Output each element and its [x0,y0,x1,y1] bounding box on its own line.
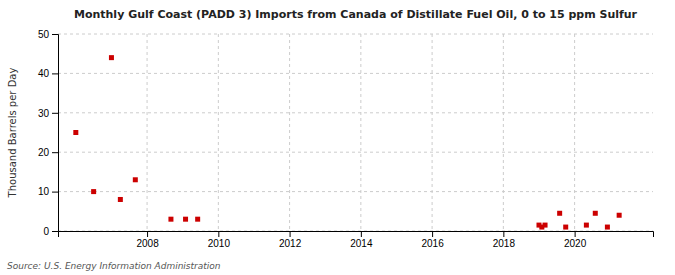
y-tick: 20 [38,147,58,158]
x-tick-mark [147,231,148,237]
x-tick: 2008 [136,231,159,249]
chart-svg: 2008 2010 2012 2014 2016 2018 2020 0 10 20 30 40 50 M… [0,0,675,275]
x-axis-line [59,232,654,238]
grid-line-y [58,34,653,35]
grid-line-x [360,34,361,231]
point [73,130,78,135]
y-tick-mark [52,192,58,193]
point [183,217,188,222]
plot-area: 2008 2010 2012 2014 2016 2018 2020 0 10 20 30 40 50 [38,29,654,249]
x-tick: 2010 [208,231,231,249]
grid-line-x [218,34,219,231]
points [73,55,621,229]
x-tick: 2016 [421,231,444,249]
y-axis-label: Thousand Barrels per Day [7,68,18,199]
y-axis-line [52,35,59,232]
y-tick: 30 [38,108,58,119]
x-tick-label: 2014 [350,238,373,249]
x-tick-label: 2020 [564,238,587,249]
chart-container: 2008 2010 2012 2014 2016 2018 2020 0 10 20 30 40 50 M… [0,0,675,275]
grid-line-y [58,191,653,192]
x-tick: 2018 [493,231,516,249]
y-tick-mark [52,152,58,153]
x-tick: 2020 [564,231,587,249]
grid-line-x [574,34,575,231]
x-tick-mark [575,231,576,237]
point [91,189,96,194]
y-tick-label: 50 [38,29,50,40]
grid-line-x [432,34,433,231]
point [543,223,548,228]
point [563,225,568,230]
y-tick: 50 [38,29,58,40]
point [605,225,610,230]
grid [58,34,653,231]
annotation: Source: U.S. Energy Information Administ… [7,261,221,271]
y-tick-mark [52,73,58,74]
y-tick: 0 [43,226,58,237]
y-tick: 40 [38,68,58,79]
point [557,211,562,216]
point [617,213,622,218]
y-tick-mark [52,34,58,35]
x-tick: 2012 [279,231,302,249]
y-tick-label: 0 [43,226,49,237]
y-tick-mark [52,231,58,232]
y-tick-label: 20 [38,147,50,158]
point [133,177,138,182]
x-tick-label: 2012 [279,238,302,249]
x-tick-label: 2018 [493,238,516,249]
point [593,211,598,216]
x-tick-mark [432,231,433,237]
x-axis: 2008 2010 2012 2014 2016 2018 2020 [59,231,654,249]
x-tick-label: 2010 [208,238,231,249]
y-tick-label: 30 [38,108,50,119]
y-tick-label: 10 [38,186,50,197]
x-tick-mark [290,231,291,237]
x-tick-mark [503,231,504,237]
y-tick-label: 40 [38,68,50,79]
grid-line-y [58,152,653,153]
grid-line-x [289,34,290,231]
grid-line-y [58,73,653,74]
x-tick-mark [361,231,362,237]
y-axis: 0 10 20 30 40 50 [38,29,59,237]
point [109,55,114,60]
x-tick: 2014 [350,231,373,249]
point [118,197,123,202]
point [195,217,200,222]
grid-line-x [503,34,504,231]
point [168,217,173,222]
y-tick: 10 [38,186,58,197]
x-tick-label: 2016 [421,238,444,249]
title: Monthly Gulf Coast (PADD 3) Imports from… [74,8,638,21]
grid-line-x [147,34,148,231]
y-tick-mark [52,113,58,114]
point [584,223,589,228]
x-tick-label: 2008 [136,238,159,249]
grid-line-y [58,112,653,113]
x-tick-mark [218,231,219,237]
